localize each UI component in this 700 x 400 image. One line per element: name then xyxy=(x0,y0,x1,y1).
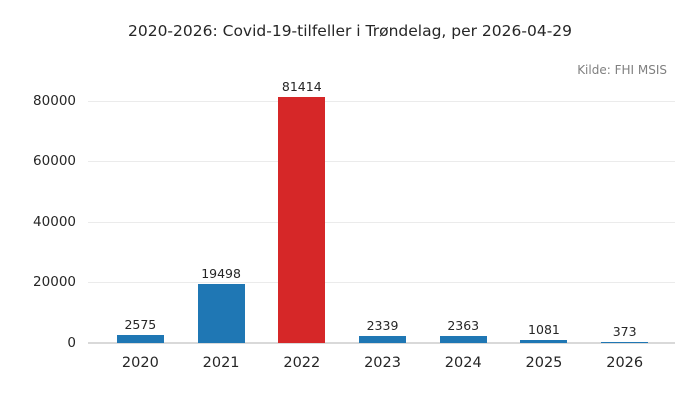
bar-2025 xyxy=(520,340,568,343)
x-axis-tick-labels: 2020 2021 2022 2023 2024 2025 2026 xyxy=(100,355,665,371)
gridline-60000 xyxy=(88,161,675,162)
ytick-label-80000: 80000 xyxy=(33,93,76,109)
bar-2022 xyxy=(278,97,326,343)
xtick-label-2026: 2026 xyxy=(606,355,644,371)
bar-value-label-2020: 2575 xyxy=(124,317,157,332)
xtick-label-2025: 2025 xyxy=(525,355,563,371)
xtick-label-2022: 2022 xyxy=(283,355,321,371)
ytick-label-40000: 40000 xyxy=(33,214,76,230)
source-annotation: Kilde: FHI MSIS xyxy=(577,63,667,77)
bar-value-label-2022: 81414 xyxy=(281,79,322,94)
bar-value-label-2026: 373 xyxy=(612,324,637,339)
bar-group-2022: 81414 xyxy=(261,0,342,343)
bar-group-2023: 2339 xyxy=(342,0,423,343)
gridline-40000 xyxy=(88,222,675,223)
bars-layer: 2575 19498 81414 2339 2363 1081 373 xyxy=(100,0,665,343)
bar-2020 xyxy=(116,335,164,343)
bar-value-label-2021: 19498 xyxy=(201,266,241,281)
gridline-80000 xyxy=(88,101,675,102)
gridline-20000 xyxy=(88,282,675,283)
ytick-label-20000: 20000 xyxy=(33,274,76,290)
xtick-label-2021: 2021 xyxy=(202,355,240,371)
xtick-label-2024: 2024 xyxy=(444,355,482,371)
xtick-label-2020: 2020 xyxy=(121,355,159,371)
chart-title: 2020-2026: Covid-19-tilfeller i Trøndela… xyxy=(127,22,573,40)
xtick-label-2023: 2023 xyxy=(364,355,401,371)
bar-2026 xyxy=(601,342,649,343)
ytick-label-0: 0 xyxy=(67,335,76,351)
plot-area: 2575 19498 81414 2339 2363 1081 373 xyxy=(88,0,675,344)
bar-group-2024: 2363 xyxy=(423,0,504,343)
bar-group-2025: 1081 xyxy=(504,0,585,343)
bar-2023 xyxy=(359,336,407,343)
bar-value-label-2023: 2339 xyxy=(366,318,399,333)
bar-group-2020: 2575 xyxy=(100,0,181,343)
bar-group-2026: 373 xyxy=(584,0,665,343)
bar-group-2021: 19498 xyxy=(181,0,262,343)
bar-value-label-2024: 2363 xyxy=(447,318,480,333)
bar-2021 xyxy=(197,284,245,343)
bar-2024 xyxy=(439,336,487,343)
ytick-label-60000: 60000 xyxy=(33,153,76,169)
x-axis-baseline xyxy=(88,342,675,344)
bar-value-label-2025: 1081 xyxy=(528,322,560,337)
y-axis-tick-labels: 0 20000 40000 60000 80000 xyxy=(0,0,76,351)
